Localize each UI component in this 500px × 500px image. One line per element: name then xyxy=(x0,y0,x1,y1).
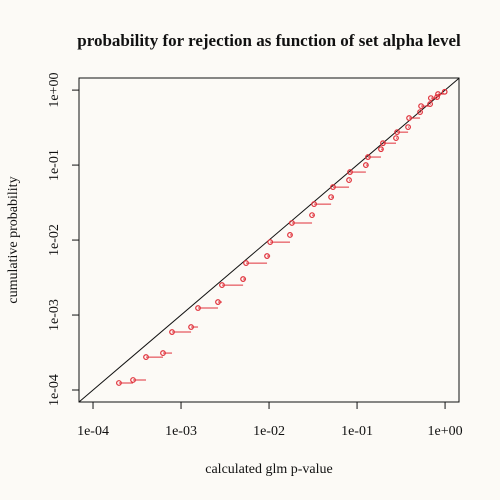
point xyxy=(160,350,166,356)
x-tick-label: 1e-01 xyxy=(341,424,373,439)
point xyxy=(219,282,225,288)
point xyxy=(169,329,175,335)
point xyxy=(289,220,295,226)
point xyxy=(418,103,424,109)
point xyxy=(435,91,441,97)
point xyxy=(243,260,249,266)
point xyxy=(330,184,336,190)
point xyxy=(328,194,334,201)
point xyxy=(116,380,122,386)
point xyxy=(394,129,400,136)
point xyxy=(346,177,352,183)
point xyxy=(406,115,412,121)
point xyxy=(417,109,423,115)
point xyxy=(380,140,386,147)
x-tick-label: 1e-04 xyxy=(77,424,109,439)
y-tick-label: 1e-03 xyxy=(47,299,62,331)
x-tick-label: 1e+00 xyxy=(428,424,463,439)
x-tick-label: 1e-02 xyxy=(253,424,285,439)
point xyxy=(441,88,448,95)
point xyxy=(130,377,136,383)
point xyxy=(240,276,246,282)
y-tick-label: 1e-02 xyxy=(47,224,62,256)
point xyxy=(311,201,317,207)
chart-title: probability for rejection as function of… xyxy=(77,31,461,50)
point xyxy=(267,239,274,245)
point xyxy=(427,101,433,107)
point xyxy=(365,154,371,160)
x-tick-label: 1e-03 xyxy=(165,424,197,439)
point xyxy=(393,135,399,141)
point xyxy=(378,146,384,153)
point xyxy=(195,305,201,311)
point xyxy=(287,232,293,238)
y-tick-label: 1e-04 xyxy=(47,374,62,406)
point xyxy=(215,299,221,305)
point xyxy=(188,324,194,330)
point xyxy=(405,124,411,131)
y-tick-label: 1e+00 xyxy=(47,73,62,108)
point xyxy=(264,253,270,259)
y-tick-label: 1e-01 xyxy=(47,149,62,181)
y-axis-label: cumulative probability xyxy=(6,176,21,303)
point xyxy=(427,95,434,102)
point xyxy=(347,169,353,175)
x-axis-label: calculated glm p-value xyxy=(205,462,333,477)
point xyxy=(143,354,149,360)
point xyxy=(434,94,440,100)
point xyxy=(362,162,369,168)
point xyxy=(309,212,315,219)
